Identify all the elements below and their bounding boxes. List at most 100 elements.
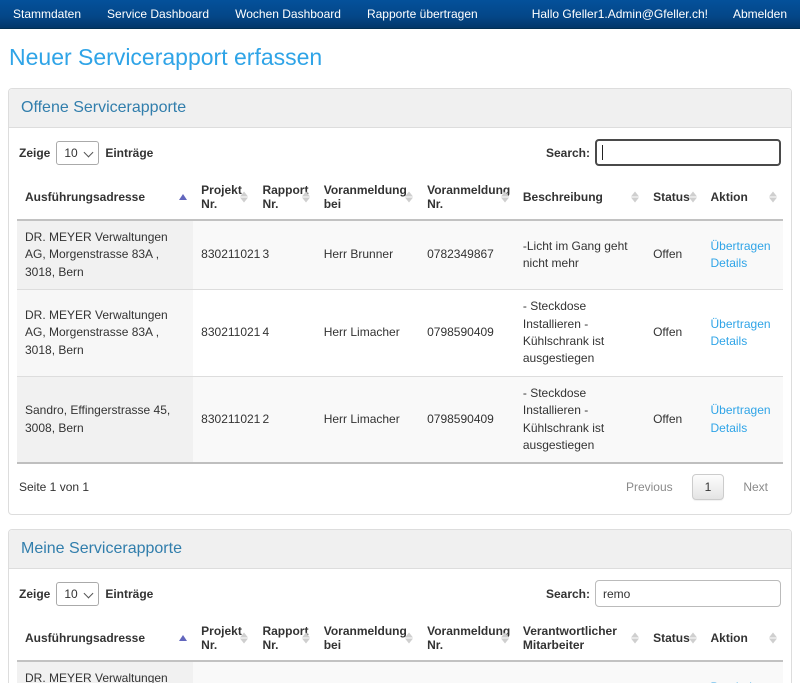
übertragen-link[interactable]: Übertragen [710, 238, 771, 253]
search-input[interactable] [595, 580, 781, 608]
column-header-status[interactable]: Status [645, 616, 703, 663]
table-row: Sandro, Effingerstrasse 45, 3008, Bern 83… [17, 375, 783, 465]
search-label: Search: [545, 145, 590, 160]
cell-verantwortlicher-mitarbeiter: Remo Ledermann [514, 660, 646, 683]
column-header-verantwortlicher-mitarbeiter[interactable]: Verantwortlicher Mitarbeiter [514, 616, 646, 663]
length-label-after: Einträge [105, 586, 154, 601]
sort-icon [688, 632, 697, 644]
cell-status: Bearbeiten [645, 660, 703, 683]
panel-meine-servicerapporte: Meine Servicerapporte Zeige 10 Einträge … [8, 529, 792, 683]
cell-rapport-nr: 1 [254, 660, 316, 683]
column-header-rapport-nr[interactable]: Rapport Nr. [254, 175, 316, 221]
column-header-label: Status [653, 190, 690, 204]
cell-voranmeldung-nr: 0798590409 [419, 375, 515, 465]
column-header-voranmeldung-nr[interactable]: Voranmeldung Nr. [419, 616, 515, 663]
sort-icon [240, 632, 249, 644]
cell-voranmeldung-nr: 0798590409 [419, 289, 515, 377]
column-header-voranmeldung-bei[interactable]: Voranmeldung bei [315, 616, 420, 663]
column-header-projekt-nr[interactable]: Projekt Nr. [193, 175, 255, 221]
column-header-ausführungsadresse[interactable]: Ausführungsadresse [17, 616, 194, 663]
column-header-label: Voranmeldung Nr. [427, 183, 511, 211]
cell-ausführungsadresse: DR. MEYER Verwaltungen AG, Morgenstrasse… [17, 219, 194, 290]
column-header-label: Projekt Nr. [201, 183, 242, 211]
column-header-label: Ausführungsadresse [25, 631, 146, 646]
cell-voranmeldung-nr: +41798590409 [419, 660, 515, 683]
sort-icon [405, 632, 414, 644]
length-label-before: Zeige [19, 586, 51, 601]
sort-icon [405, 191, 414, 203]
übertragen-link[interactable]: Übertragen [710, 316, 771, 331]
column-header-status[interactable]: Status [645, 175, 703, 221]
cell-beschreibung: -Licht im Gang geht nicht mehr [514, 219, 646, 290]
cell-ausführungsadresse: DR. MEYER Verwaltungen AG, Morgenstrasse… [17, 289, 194, 377]
column-header-aktion[interactable]: Aktion [702, 175, 783, 221]
cell-voranmeldung-bei: Herr Limacher [315, 375, 420, 465]
cell-beschreibung: - Steckdose Installieren - Kühlschrank i… [514, 289, 646, 377]
pagination-next-button[interactable]: Next [743, 480, 768, 495]
cell-rapport-nr: 2 [254, 375, 316, 465]
column-header-projekt-nr[interactable]: Projekt Nr. [193, 616, 255, 663]
column-header-label: Rapport Nr. [262, 183, 309, 211]
column-header-label: Aktion [710, 190, 748, 204]
pagination-page-1-button[interactable]: 1 [691, 474, 725, 501]
search-label: Search: [545, 586, 590, 601]
nav-item-rapporte-uebertragen[interactable]: Rapporte übertragen [366, 7, 478, 21]
cell-aktion: Übertragen Details [702, 219, 783, 290]
column-header-voranmeldung-nr[interactable]: Voranmeldung Nr. [419, 175, 515, 221]
column-header-rapport-nr[interactable]: Rapport Nr. [254, 616, 316, 663]
cell-aktion: BearbeitenDetails [702, 660, 783, 683]
sort-icon [240, 191, 249, 203]
column-header-label: Projekt Nr. [201, 624, 242, 653]
chevron-down-icon: 10 [56, 140, 100, 165]
nav-item-service-dashboard[interactable]: Service Dashboard [107, 7, 210, 21]
column-header-label: Verantwortlicher Mitarbeiter [522, 624, 617, 653]
cell-voranmeldung-nr: 0782349867 [419, 219, 515, 290]
cell-voranmeldung-bei: Herr Brunner [315, 660, 420, 683]
sort-icon [500, 191, 509, 203]
sort-ascending-icon [179, 194, 188, 200]
text-caret [602, 145, 603, 160]
cell-ausführungsadresse: DR. MEYER Verwaltungen AG, Morgenstrasse… [17, 660, 194, 683]
logout-link[interactable]: Abmelden [732, 7, 787, 21]
table-row: DR. MEYER Verwaltungen AG, Morgenstrasse… [17, 660, 783, 683]
column-header-beschreibung[interactable]: Beschreibung [514, 175, 646, 221]
pagination-previous-button[interactable]: Previous [625, 480, 673, 495]
cell-aktion: Übertragen Details [702, 289, 783, 377]
panel-title: Meine Servicerapporte [21, 540, 182, 558]
pagination: Previous 1 Next [613, 474, 781, 501]
cell-ausführungsadresse: Sandro, Effingerstrasse 45, 3008, Bern [17, 375, 194, 465]
column-header-label: Rapport Nr. [262, 624, 309, 653]
column-header-aktion[interactable]: Aktion [702, 616, 783, 663]
page-length-select[interactable]: 10 [56, 581, 100, 606]
cell-voranmeldung-bei: Herr Brunner [315, 219, 420, 290]
offene-servicerapporte-table: Ausführungsadresse Projekt Nr. Rapport Nr.… [17, 175, 783, 465]
details-link[interactable]: Details [710, 420, 748, 435]
sort-icon [301, 632, 310, 644]
column-header-label: Voranmeldung bei [323, 183, 407, 211]
column-header-voranmeldung-bei[interactable]: Voranmeldung bei [315, 175, 420, 221]
length-label-after: Einträge [105, 145, 154, 160]
column-header-ausführungsadresse[interactable]: Ausführungsadresse [17, 175, 194, 221]
bearbeiten-link[interactable]: Bearbeiten [711, 679, 775, 683]
panel-heading: Meine Servicerapporte [9, 530, 791, 570]
table-row: DR. MEYER Verwaltungen AG, Morgenstrasse… [17, 219, 783, 290]
navbar: Stammdaten Service Dashboard Wochen Dash… [0, 0, 800, 29]
column-header-label: Beschreibung [522, 190, 603, 204]
details-link[interactable]: Details [710, 256, 748, 271]
page-title: Neuer Servicerapport erfassen [9, 44, 323, 70]
sort-icon [688, 191, 697, 203]
cell-projekt-nr: 830211021 [193, 660, 255, 683]
sort-icon [631, 632, 640, 644]
nav-item-stammdaten[interactable]: Stammdaten [13, 7, 82, 21]
panel-heading: Offene Servicerapporte [9, 89, 791, 128]
sort-icon [631, 191, 640, 203]
details-link[interactable]: Details [710, 333, 748, 348]
chevron-down-icon: 10 [56, 581, 100, 606]
column-header-label: Voranmeldung bei [323, 624, 407, 653]
übertragen-link[interactable]: Übertragen [710, 403, 771, 418]
page-length-select[interactable]: 10 [56, 140, 100, 165]
panel-offene-servicerapporte: Offene Servicerapporte Zeige 10 Einträge… [8, 88, 792, 516]
cell-beschreibung: - Steckdose Installieren - Kühlschrank i… [514, 375, 646, 465]
nav-item-wochen-dashboard[interactable]: Wochen Dashboard [235, 7, 341, 21]
search-input[interactable] [595, 139, 781, 166]
